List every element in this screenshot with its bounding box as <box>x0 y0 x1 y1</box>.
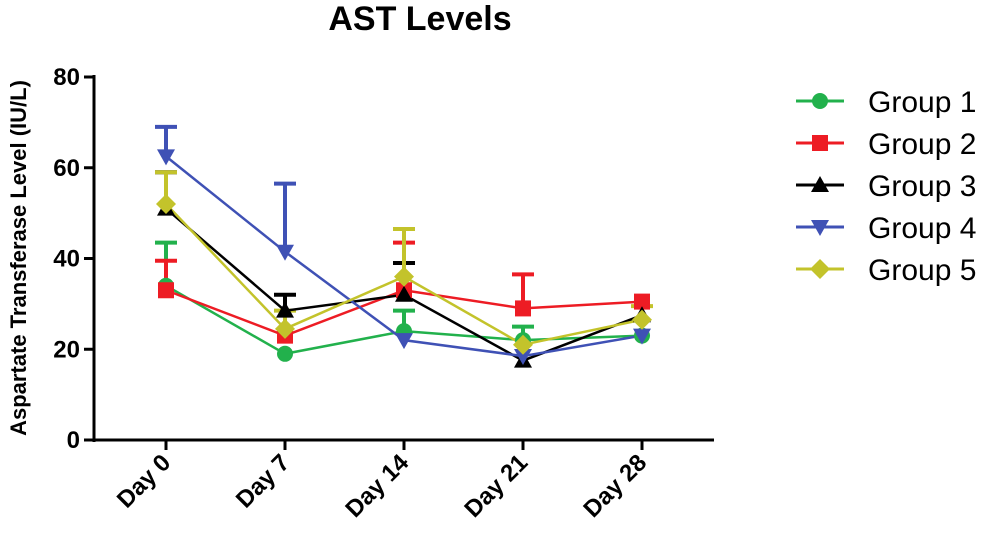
legend-marker <box>811 220 829 236</box>
x-tick-label: Day 28 <box>578 449 652 523</box>
legend-item-group-2: Group 2 <box>796 128 976 161</box>
legend-item-group-5: Group 5 <box>796 254 976 287</box>
y-tick-label: 0 <box>67 427 80 454</box>
y-tick-label: 20 <box>53 336 80 363</box>
group-5-point <box>156 194 176 215</box>
group-4-point <box>276 244 294 261</box>
group-4-point <box>395 333 413 350</box>
legend-label: Group 2 <box>868 128 976 161</box>
legend-marker <box>812 93 828 109</box>
legend-marker <box>810 259 830 279</box>
group-5-point <box>275 318 295 339</box>
legend-item-group-4: Group 4 <box>796 212 976 245</box>
x-tick-label: Day 7 <box>231 449 295 513</box>
x-tick-label: Day 21 <box>459 449 533 523</box>
group-4-point <box>633 328 651 345</box>
group-4-point <box>157 149 175 166</box>
group-5-point <box>513 334 533 355</box>
legend-label: Group 1 <box>868 86 976 119</box>
chart-title: AST Levels <box>328 0 511 38</box>
data-points <box>156 149 652 368</box>
error-bars <box>155 124 653 341</box>
legend-item-group-1: Group 1 <box>796 86 976 119</box>
legend-item-group-3: Group 3 <box>796 170 976 203</box>
legend-marker <box>811 176 829 192</box>
group-4-point <box>514 349 532 366</box>
axes: 0 20 40 60 80 Day 0 Day 7 Day 14 Day 21 Day 28 <box>53 64 714 523</box>
group-2-point <box>634 293 650 310</box>
group-5-point <box>632 309 652 330</box>
legend-label: Group 5 <box>868 254 976 287</box>
group-2-point <box>158 282 174 299</box>
x-tick-label: Day 0 <box>112 449 176 513</box>
legend: Group 1 Group 2 Group 3 Group 4 Group 5 <box>796 86 976 287</box>
group-2-point <box>515 300 531 317</box>
group-1-point <box>277 345 293 362</box>
group-4-error-bar <box>274 181 296 252</box>
group-5-point <box>394 266 414 287</box>
legend-label: Group 3 <box>868 170 976 203</box>
legend-label: Group 4 <box>868 212 976 245</box>
legend-marker <box>812 135 828 151</box>
group-3-point <box>395 285 413 302</box>
group-3-point <box>276 301 294 318</box>
x-tick-label: Day 14 <box>340 449 414 523</box>
y-tick-label: 40 <box>53 246 80 273</box>
y-axis-label: Aspartate Transferase Level (IU/L) <box>6 80 31 436</box>
y-tick-label: 60 <box>53 155 80 182</box>
y-tick-label: 80 <box>53 64 80 91</box>
